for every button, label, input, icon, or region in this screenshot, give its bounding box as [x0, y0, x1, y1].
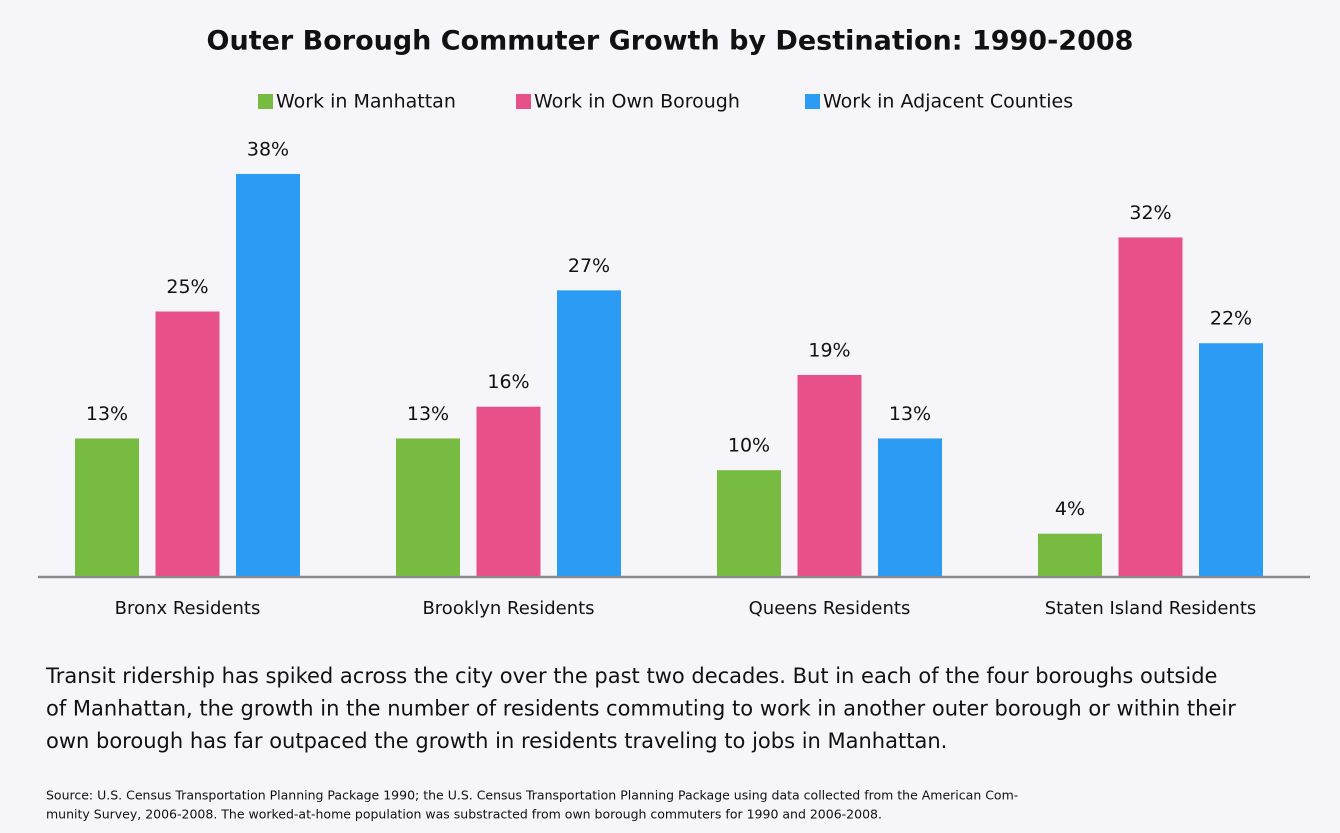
- source-line: Source: U.S. Census Transportation Plann…: [46, 788, 1018, 803]
- caption-line: of Manhattan, the growth in the number o…: [46, 697, 1236, 721]
- caption-line: Transit ridership has spiked across the …: [45, 664, 1217, 688]
- value-label: 13%: [889, 403, 931, 425]
- bar: [155, 311, 220, 576]
- source-line: munity Survey, 2006-2008. The worked-at-…: [46, 807, 882, 822]
- value-label: 27%: [568, 255, 610, 277]
- bar: [1118, 237, 1183, 576]
- value-label: 10%: [728, 435, 770, 457]
- value-label: 22%: [1210, 308, 1252, 330]
- value-label: 32%: [1129, 202, 1171, 224]
- bar: [1038, 533, 1102, 576]
- x-tick-label: Queens Residents: [749, 598, 911, 619]
- caption-line: own borough has far outpaced the growth …: [46, 729, 947, 753]
- bar: [236, 173, 300, 576]
- bar: [75, 438, 139, 576]
- value-label: 38%: [247, 138, 289, 160]
- bar: [557, 290, 621, 576]
- value-label: 25%: [166, 276, 208, 298]
- legend-label: Work in Adjacent Counties: [823, 91, 1073, 113]
- chart-title: Outer Borough Commuter Growth by Destina…: [207, 26, 1134, 57]
- value-label: 19%: [808, 339, 850, 361]
- bar: [717, 470, 781, 576]
- x-tick-label: Staten Island Residents: [1045, 598, 1257, 619]
- legend-swatch: [258, 94, 273, 109]
- bar: [797, 374, 862, 576]
- value-label: 13%: [407, 403, 449, 425]
- x-tick-label: Bronx Residents: [115, 598, 261, 619]
- value-label: 13%: [86, 403, 128, 425]
- value-label: 4%: [1055, 498, 1085, 520]
- x-tick-label: Brooklyn Residents: [422, 598, 594, 619]
- bar: [396, 438, 460, 576]
- legend-label: Work in Manhattan: [276, 91, 456, 113]
- bar: [1199, 343, 1263, 576]
- bar: [878, 438, 942, 576]
- value-label: 16%: [487, 371, 529, 393]
- legend-label: Work in Own Borough: [534, 91, 740, 113]
- legend-swatch: [805, 94, 820, 109]
- legend-swatch: [516, 94, 531, 109]
- bar: [476, 406, 541, 576]
